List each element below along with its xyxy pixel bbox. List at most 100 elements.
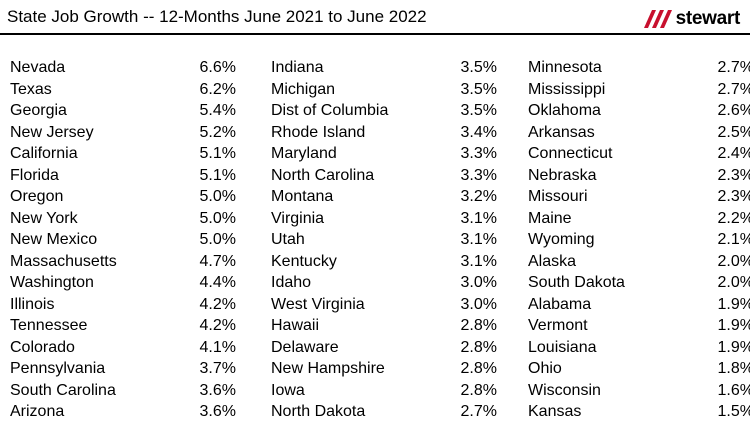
state-row: Dist of Columbia 3.5%	[271, 100, 497, 122]
state-name: Washington	[10, 274, 94, 291]
state-name: Dist of Columbia	[271, 102, 389, 119]
state-row: Montana 3.2%	[271, 186, 497, 208]
job-growth-percent: 3.5%	[460, 59, 497, 76]
state-name: New Jersey	[10, 123, 94, 141]
job-growth-percent: 1.9%	[717, 338, 750, 356]
state-name: South Dakota	[528, 274, 625, 291]
state-column-2: Indiana 3.5% Michigan 3.5% Dist of Columbia 3…	[271, 57, 497, 423]
state-row: South Dakota 2.0%	[528, 272, 750, 294]
state-row: Arkansas 2.5%	[528, 122, 750, 144]
state-row: Washington 4.4%	[10, 272, 236, 294]
job-growth-percent: 5.1%	[199, 145, 236, 162]
state-row: Maine 2.2%	[528, 208, 750, 230]
state-name: Rhode Island	[271, 123, 366, 141]
state-row: Iowa 2.8%	[271, 380, 497, 402]
job-growth-percent: 1.6%	[717, 381, 750, 399]
job-growth-percent: 5.4%	[199, 102, 236, 119]
state-name: Vermont	[528, 317, 588, 334]
state-name: Indiana	[271, 59, 324, 76]
job-growth-percent: 3.1%	[460, 209, 497, 227]
job-growth-percent: 6.6%	[199, 59, 236, 76]
state-name: Minnesota	[528, 59, 602, 76]
state-name: Kansas	[528, 403, 582, 420]
job-growth-percent: 2.0%	[717, 274, 750, 291]
job-growth-percent: 2.0%	[717, 252, 750, 270]
state-name: Illinois	[10, 295, 55, 313]
job-growth-percent: 1.8%	[717, 360, 750, 377]
state-name: Florida	[10, 166, 59, 184]
state-row: Arizona 3.6%	[10, 401, 236, 423]
state-column-1: Nevada 6.6% Texas 6.2% Georgia 5.4% New Jersey…	[10, 57, 236, 423]
state-name: Hawaii	[271, 317, 320, 334]
state-row: Missouri 2.3%	[528, 186, 750, 208]
job-growth-percent: 4.1%	[199, 338, 236, 356]
state-row: Rhode Island 3.4%	[271, 122, 497, 144]
state-name: Montana	[271, 188, 334, 205]
job-growth-percent: 1.5%	[717, 403, 750, 420]
state-name: Mississippi	[528, 80, 606, 98]
state-name: Arkansas	[528, 123, 595, 141]
job-growth-percent: 5.0%	[199, 188, 236, 205]
state-row: North Carolina 3.3%	[271, 165, 497, 187]
job-growth-percent: 2.6%	[717, 102, 750, 119]
state-name: Nevada	[10, 59, 66, 76]
state-row: Oregon 5.0%	[10, 186, 236, 208]
state-row: Idaho 3.0%	[271, 272, 497, 294]
job-growth-percent: 3.5%	[460, 80, 497, 98]
state-row: Ohio 1.8%	[528, 358, 750, 380]
state-name: Louisiana	[528, 338, 597, 356]
state-row: North Dakota 2.7%	[271, 401, 497, 423]
state-row: Nevada 6.6%	[10, 57, 236, 79]
state-row: Florida 5.1%	[10, 165, 236, 187]
state-row: West Virginia 3.0%	[271, 294, 497, 316]
job-growth-percent: 3.4%	[460, 123, 497, 141]
state-name: New Mexico	[10, 231, 98, 248]
state-name: Texas	[10, 80, 52, 98]
job-growth-percent: 2.8%	[460, 381, 497, 399]
state-name: Arizona	[10, 403, 65, 420]
state-row: California 5.1%	[10, 143, 236, 165]
state-row: Indiana 3.5%	[271, 57, 497, 79]
state-name: Idaho	[271, 274, 312, 291]
state-column-3: Minnesota 2.7% Mississippi 2.7% Oklahoma 2.6%…	[528, 57, 750, 423]
state-name: Alabama	[528, 295, 592, 313]
job-growth-percent: 2.8%	[460, 338, 497, 356]
state-name: Maine	[528, 209, 572, 227]
state-name: Connecticut	[528, 145, 613, 162]
job-growth-percent: 2.4%	[717, 145, 750, 162]
state-row: New Jersey 5.2%	[10, 122, 236, 144]
state-name: South Carolina	[10, 381, 116, 399]
state-row: Oklahoma 2.6%	[528, 100, 750, 122]
job-growth-percent: 3.6%	[199, 381, 236, 399]
job-growth-percent: 3.6%	[199, 403, 236, 420]
state-row: Maryland 3.3%	[271, 143, 497, 165]
state-name: Michigan	[271, 80, 336, 98]
state-name: Pennsylvania	[10, 360, 106, 377]
header-bar: State Job Growth -- 12-Months June 2021 …	[0, 0, 750, 33]
job-growth-percent: 3.1%	[460, 252, 497, 270]
job-growth-percent: 2.5%	[717, 123, 750, 141]
state-row: Alabama 1.9%	[528, 294, 750, 316]
state-name: Nebraska	[528, 166, 597, 184]
logo-text: stewart	[675, 8, 741, 29]
job-growth-percent: 2.7%	[717, 80, 750, 98]
job-growth-percent: 3.5%	[460, 102, 497, 119]
state-row: Connecticut 2.4%	[528, 143, 750, 165]
job-growth-percent: 1.9%	[717, 317, 750, 334]
state-row: Mississippi 2.7%	[528, 79, 750, 101]
job-growth-percent: 3.3%	[460, 166, 497, 184]
job-growth-percent: 4.4%	[199, 274, 236, 291]
state-row: Louisiana 1.9%	[528, 337, 750, 359]
job-growth-percent: 3.7%	[199, 360, 236, 377]
state-row: Colorado 4.1%	[10, 337, 236, 359]
state-row: South Carolina 3.6%	[10, 380, 236, 402]
state-row: Massachusetts 4.7%	[10, 251, 236, 273]
state-row: Michigan 3.5%	[271, 79, 497, 101]
state-name: North Dakota	[271, 403, 366, 420]
job-growth-percent: 4.2%	[199, 317, 236, 334]
state-name: Utah	[271, 231, 305, 248]
state-row: Georgia 5.4%	[10, 100, 236, 122]
state-name: Delaware	[271, 338, 339, 356]
state-row: New Hampshire 2.8%	[271, 358, 497, 380]
